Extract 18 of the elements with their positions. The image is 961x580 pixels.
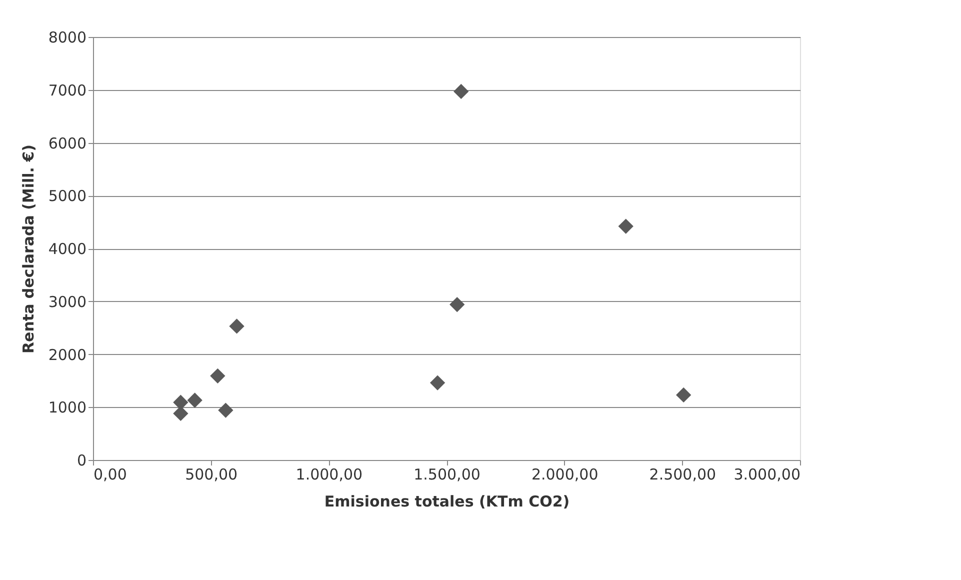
y-tick-label: 8000 [48,28,86,46]
y-tick-label: 2000 [48,346,86,364]
y-tick-label: 5000 [48,187,86,206]
y-tick-label: 0 [76,452,86,470]
x-tick-label: 500,00 [185,466,238,484]
x-tick-label: 2.000,00 [531,466,598,484]
y-tick-label: 1000 [48,398,86,417]
y-tick-label: 6000 [48,134,86,152]
x-tick-label: 0,00 [94,466,127,484]
y-tick-label: 4000 [48,240,86,258]
x-axis-title: Emisiones totales (KTm CO2) [324,492,570,510]
x-tick-label: 3.000,00 [734,466,800,484]
x-tick-label: 1.500,00 [414,466,480,484]
x-tick-label: 1.000,00 [296,466,363,484]
y-axis-title: Renta declarada (Mill. €) [19,144,38,354]
y-tick-label: 7000 [48,81,86,100]
x-tick-label: 2.500,00 [649,466,716,484]
y-tick-label: 3000 [48,292,86,311]
